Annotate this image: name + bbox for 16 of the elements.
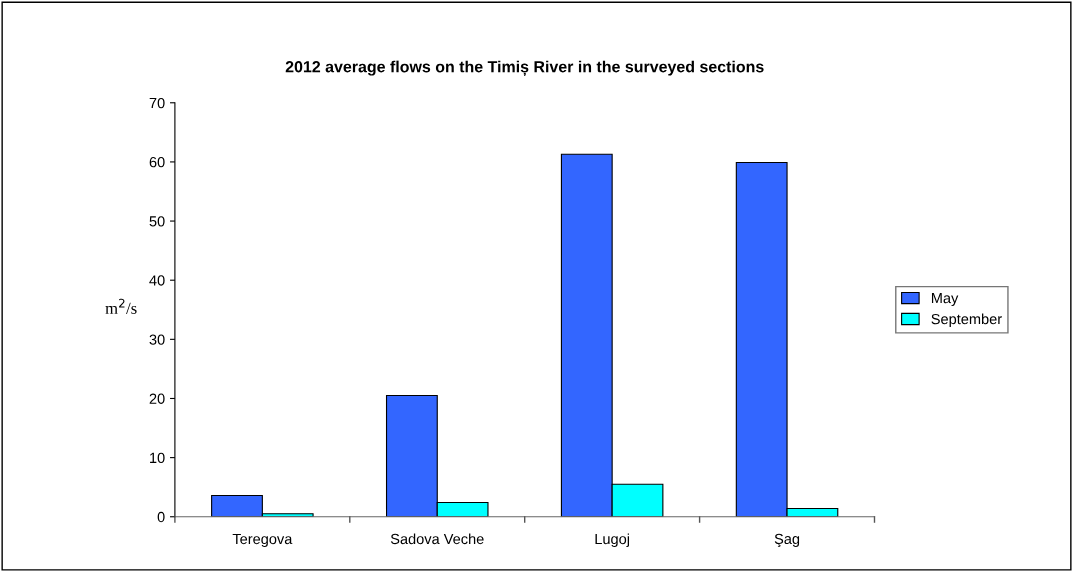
x-tick-label: Sadova Veche <box>390 533 484 545</box>
legend-label: May <box>931 293 959 307</box>
y-tick-label: 30 <box>149 334 165 345</box>
x-tick-label: Lugoj <box>595 533 630 548</box>
y-tick-label: 20 <box>149 393 165 404</box>
y-tick-label: 10 <box>150 452 165 464</box>
x-tick-label: Teregova <box>232 533 293 548</box>
y-tick-label: 60 <box>149 157 165 168</box>
chart-title: 2012 average flows on the Timiș River in the surveyed sections <box>285 60 764 76</box>
y-tick-label: 50 <box>149 216 165 227</box>
x-tick-label: Şag <box>774 533 800 548</box>
legend-label: September <box>931 313 1002 328</box>
y-tick-label: 40 <box>149 275 165 286</box>
y-axis-title: m$^{2}$/s <box>105 298 137 314</box>
y-tick-label: 70 <box>149 97 165 109</box>
y-tick-label: 0 <box>157 511 165 523</box>
